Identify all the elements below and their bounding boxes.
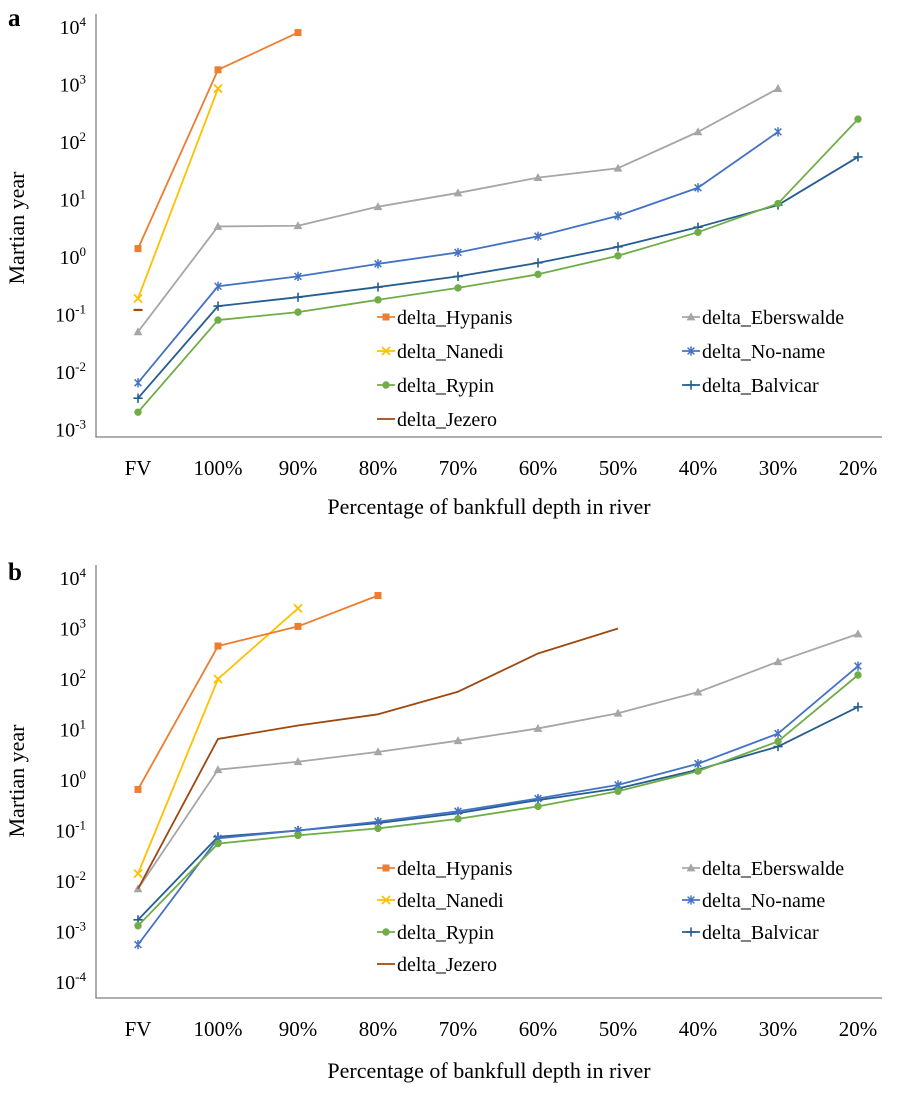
series-line xyxy=(137,87,779,333)
panel-b-plot-area: 104 103 102 101 100 10-1 10-2 10-3 10-4 FV 100% 90%… xyxy=(55,565,882,1041)
series-line xyxy=(137,674,859,927)
y-tick-label: 10-4 xyxy=(55,969,86,994)
x-tick-label: 80% xyxy=(359,456,398,480)
legend-label: delta_Rypin xyxy=(397,375,494,397)
y-tick-label: 10-3 xyxy=(55,417,86,442)
legend-item-delta_No-name: delta_No-name xyxy=(682,890,825,912)
x-tick-label: 100% xyxy=(194,1017,243,1041)
y-tick-label: 10-2 xyxy=(55,359,86,384)
y-tick-label: 10-2 xyxy=(55,868,86,893)
x-tick-label: 70% xyxy=(439,1017,478,1041)
x-tick-label: 60% xyxy=(519,456,558,480)
series-line xyxy=(137,627,619,890)
y-tick-label: 103 xyxy=(60,72,87,97)
panel-a-label: a xyxy=(8,5,21,32)
x-tick-label: 40% xyxy=(679,456,718,480)
legend-item-delta_Jezero: delta_Jezero xyxy=(377,954,497,976)
series-line xyxy=(137,31,299,249)
legend-item-delta_Hypanis: delta_Hypanis xyxy=(377,858,513,880)
x-tick-label: 100% xyxy=(194,456,243,480)
series-delta_Hypanis xyxy=(134,592,382,793)
legend-item-delta_Hypanis: delta_Hypanis xyxy=(377,307,513,329)
x-tick-label: 20% xyxy=(839,456,878,480)
legend-item-delta_Eberswalde: delta_Eberswalde xyxy=(682,307,844,329)
panel-a-plot-area: 104 103 102 101 100 10-1 10-2 10-3 FV 100% 90% 80% 7… xyxy=(55,14,882,480)
y-tick-label: 104 xyxy=(60,14,87,39)
legend-label: delta_Eberswalde xyxy=(702,858,844,880)
legend-item-delta_No-name: delta_No-name xyxy=(682,341,825,363)
x-tick-label: FV xyxy=(125,1017,152,1041)
legend-item-delta_Balvicar: delta_Balvicar xyxy=(682,375,819,397)
x-tick-label: 90% xyxy=(279,456,318,480)
axis-lines xyxy=(95,565,882,999)
series-line xyxy=(137,633,859,890)
series-delta_Jezero xyxy=(137,627,619,890)
x-tick-label: 90% xyxy=(279,1017,318,1041)
series-delta_No-name xyxy=(134,661,862,950)
series-delta_Nanedi xyxy=(133,603,303,879)
y-tick-label: 102 xyxy=(60,666,87,691)
series-line xyxy=(137,156,859,399)
series-delta_Nanedi xyxy=(133,83,223,304)
legend-label: delta_Jezero xyxy=(397,954,497,976)
legend-label: delta_Balvicar xyxy=(702,922,819,944)
legend-label: delta_No-name xyxy=(702,890,825,912)
x-tick-label: 40% xyxy=(679,1017,718,1041)
legend-item-delta_Balvicar: delta_Balvicar xyxy=(682,922,819,944)
legend-item-delta_Jezero: delta_Jezero xyxy=(377,409,497,431)
y-tick-label: 10-3 xyxy=(55,919,86,944)
series-delta_Eberswalde xyxy=(133,83,783,336)
series-delta_Balvicar xyxy=(133,152,863,403)
y-tick-label: 100 xyxy=(60,767,87,792)
legend-label: delta_Jezero xyxy=(397,409,497,431)
x-tick-label: 20% xyxy=(839,1017,878,1041)
series-delta_Hypanis xyxy=(134,29,302,253)
legend-label: delta_No-name xyxy=(702,341,825,363)
y-tick-label: 10-1 xyxy=(55,302,86,327)
y-tick-label: 10-1 xyxy=(55,818,86,843)
x-tick-label: 80% xyxy=(359,1017,398,1041)
legend-label: delta_Balvicar xyxy=(702,375,819,397)
y-tick-label: 101 xyxy=(60,717,87,742)
x-tick-label: 30% xyxy=(759,456,798,480)
axis-lines xyxy=(95,14,882,438)
x-tick-label: 50% xyxy=(599,456,638,480)
series-delta_No-name xyxy=(134,127,782,388)
legend-label: delta_Hypanis xyxy=(397,307,513,329)
y-tick-label: 100 xyxy=(60,244,87,269)
legend-label: delta_Rypin xyxy=(397,922,494,944)
y-tick-label: 103 xyxy=(60,616,87,641)
x-tick-label: FV xyxy=(125,456,152,480)
legend-label: delta_Eberswalde xyxy=(702,307,844,329)
legend-item-delta_Nanedi: delta_Nanedi xyxy=(377,341,504,363)
panel-a-y-axis-title: Martian year xyxy=(4,171,29,285)
x-tick-label: 60% xyxy=(519,1017,558,1041)
series-delta_Rypin xyxy=(134,115,862,416)
panel-b-label: b xyxy=(8,559,22,586)
series-line xyxy=(137,88,219,299)
legend-item-delta_Rypin: delta_Rypin xyxy=(377,922,494,944)
series-line xyxy=(137,118,859,413)
legend-item-delta_Nanedi: delta_Nanedi xyxy=(377,890,504,912)
legend-item-delta_Eberswalde: delta_Eberswalde xyxy=(682,858,844,880)
x-tick-label: 30% xyxy=(759,1017,798,1041)
panel-a-x-axis-title: Percentage of bankfull depth in river xyxy=(327,494,651,519)
panel-b-y-axis-title: Martian year xyxy=(4,724,29,838)
x-tick-label: 50% xyxy=(599,1017,638,1041)
legend-label: delta_Nanedi xyxy=(397,890,504,912)
legend-label: delta_Nanedi xyxy=(397,341,504,363)
series-delta_Eberswalde xyxy=(133,629,863,893)
y-tick-label: 102 xyxy=(60,129,87,154)
x-tick-label: 70% xyxy=(439,456,478,480)
panel-b-x-axis-title: Percentage of bankfull depth in river xyxy=(327,1058,651,1083)
y-tick-label: 101 xyxy=(60,187,87,212)
legend-label: delta_Hypanis xyxy=(397,858,513,880)
legend-item-delta_Rypin: delta_Rypin xyxy=(377,375,494,397)
y-tick-label: 104 xyxy=(60,565,87,590)
series-delta_Rypin xyxy=(134,671,862,930)
series-line xyxy=(137,594,379,790)
series-line xyxy=(137,665,859,946)
